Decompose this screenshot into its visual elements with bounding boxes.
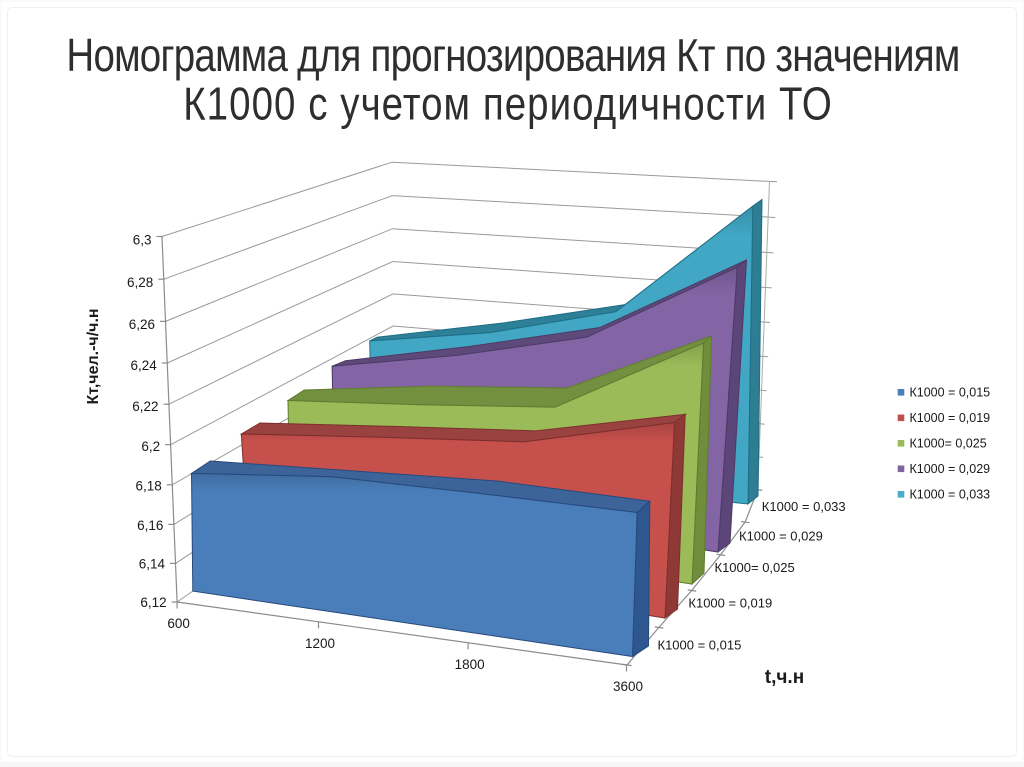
svg-text:6,2: 6,2 [141, 439, 160, 454]
svg-text:6,12: 6,12 [140, 595, 166, 610]
svg-text:3600: 3600 [613, 679, 643, 694]
svg-text:6,24: 6,24 [131, 358, 158, 373]
svg-text:1800: 1800 [455, 657, 485, 672]
svg-text:К1000 = 0,015: К1000 = 0,015 [658, 637, 742, 652]
svg-text:К1000= 0,025: К1000= 0,025 [910, 437, 987, 451]
svg-text:6,16: 6,16 [137, 518, 163, 533]
svg-text:К1000 = 0,015: К1000 = 0,015 [910, 386, 991, 400]
svg-text:К1000 = 0,029: К1000 = 0,029 [910, 462, 991, 476]
svg-text:К1000 = 0,019: К1000 = 0,019 [688, 596, 772, 611]
svg-text:К1000 с учетом периодичности Т: К1000 с учетом периодичности ТО [183, 79, 833, 130]
svg-text:1200: 1200 [305, 636, 335, 651]
svg-text:К1000 = 0,033: К1000 = 0,033 [910, 488, 991, 502]
svg-text:Кт,чел.-ч/ч.н: Кт,чел.-ч/ч.н [85, 308, 102, 404]
svg-text:600: 600 [167, 616, 190, 631]
svg-text:6,18: 6,18 [136, 479, 162, 494]
svg-text:К1000 = 0,033: К1000 = 0,033 [762, 499, 846, 514]
svg-text:К1000 = 0,029: К1000 = 0,029 [739, 528, 823, 543]
svg-text:t,ч.н: t,ч.н [765, 667, 804, 688]
svg-text:6,26: 6,26 [129, 317, 155, 332]
svg-text:6,3: 6,3 [133, 233, 152, 248]
svg-text:К1000 = 0,019: К1000 = 0,019 [910, 411, 991, 425]
svg-text:Номограмма для прогнозирования: Номограмма для прогнозирования Кт по зна… [66, 31, 959, 82]
svg-text:6,14: 6,14 [139, 557, 166, 572]
svg-text:6,22: 6,22 [132, 399, 158, 414]
svg-text:6,28: 6,28 [127, 275, 153, 290]
svg-text:К1000= 0,025: К1000= 0,025 [715, 560, 795, 575]
